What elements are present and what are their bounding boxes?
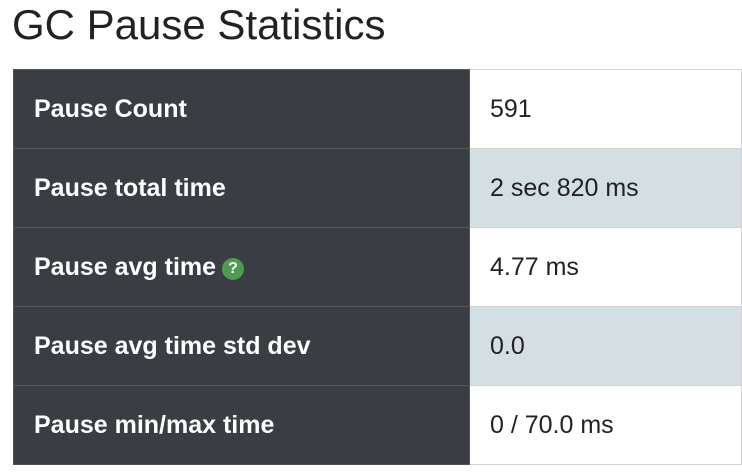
stat-value: 0 / 70.0 ms [469, 385, 742, 465]
table-body: Pause Count 591 Pause total time 2 sec 820 … [13, 69, 742, 465]
table-row: Pause avg time std dev 0.0 [13, 306, 742, 386]
stat-label: Pause avg time std dev [13, 306, 470, 386]
stat-label-text: Pause Count [34, 94, 187, 123]
stat-value: 591 [469, 69, 742, 149]
stat-label-text: Pause avg time [34, 252, 217, 281]
stat-value: 0.0 [469, 306, 742, 386]
table-row: Pause min/max time 0 / 70.0 ms [13, 385, 742, 465]
stat-label-text: Pause min/max time [34, 410, 275, 439]
title: GC Pause Statistics [12, 1, 386, 48]
table-row: Pause Count 591 [13, 69, 742, 149]
stat-label: Pause total time [13, 148, 470, 228]
stat-label: Pause Count [13, 69, 470, 149]
stat-label-text: Pause total time [34, 173, 226, 202]
table-row: Pause total time 2 sec 820 ms [13, 148, 742, 228]
stat-value: 2 sec 820 ms [469, 148, 742, 228]
stat-value: 4.77 ms [469, 227, 742, 307]
stat-label-text: Pause avg time std dev [34, 331, 311, 360]
stat-label: Pause min/max time [13, 385, 470, 465]
table-row: Pause avg time? 4.77 ms [13, 227, 742, 307]
help-icon[interactable]: ? [222, 257, 245, 280]
stat-label: Pause avg time? [13, 227, 470, 307]
stats-table: Pause Count 591 Pause total time 2 sec 820 … [13, 69, 742, 465]
